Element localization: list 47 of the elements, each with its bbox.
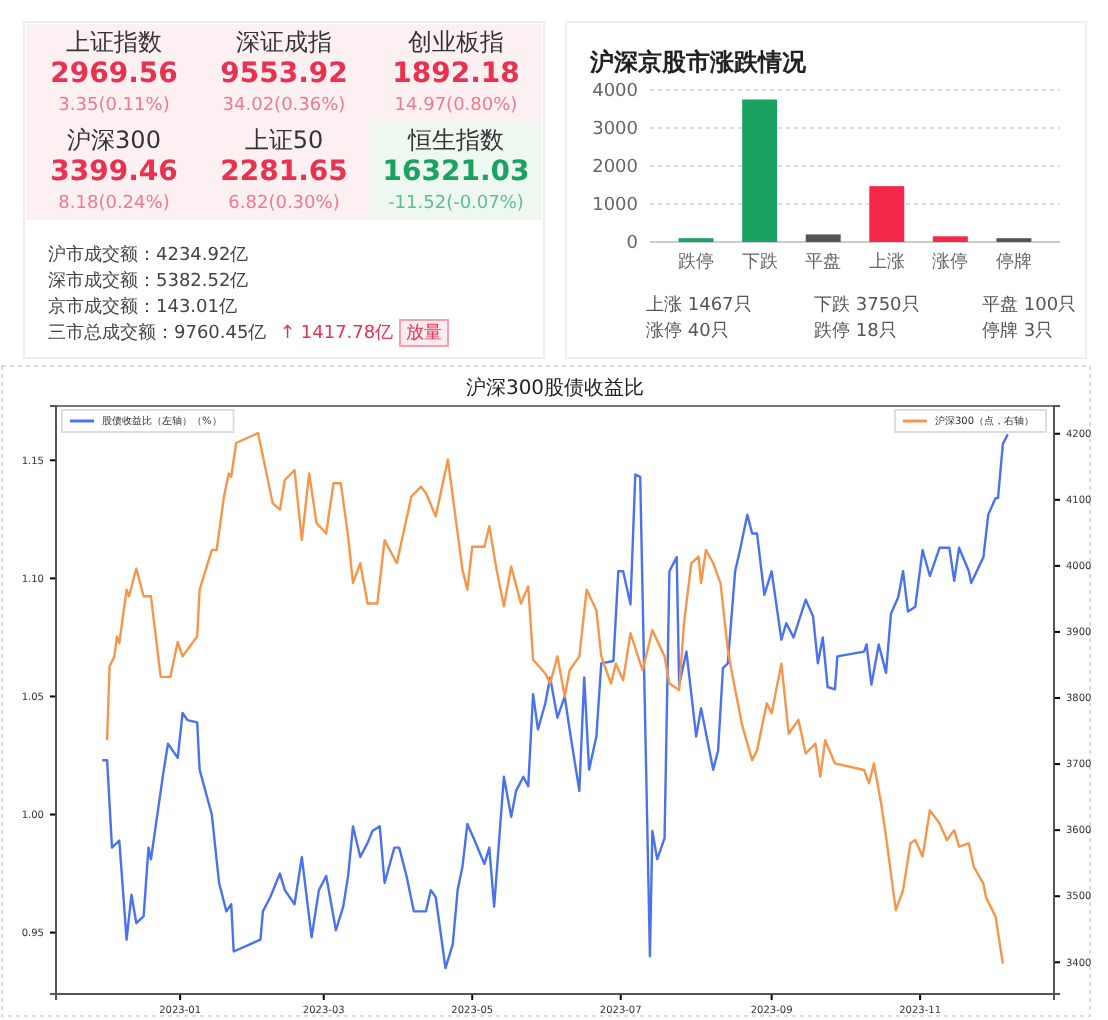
bar [869, 186, 905, 242]
x-tick-label: 上涨 [868, 250, 905, 273]
text: 上涨 1467只 [646, 294, 752, 316]
text: 14.97(0.80%) [394, 96, 518, 116]
x-tick-label: 停牌 [995, 250, 1032, 273]
text: 1892.18 [392, 58, 520, 90]
text: 平盘 100只 [982, 294, 1077, 316]
category-label: 恒生指数 [406, 126, 504, 154]
text: 下跌 3750只 [814, 294, 920, 316]
text: 跌停 18只 [814, 320, 897, 342]
text: 2969.56 [50, 58, 178, 90]
text: 3.35(0.11%) [58, 96, 170, 116]
category-label: 创业板指 [408, 28, 504, 56]
x-tick-label: 跌停 [678, 250, 715, 273]
chart-title: 沪深京股市涨跌情况 [588, 48, 808, 76]
text: 16321.03 [382, 156, 530, 188]
category-label: 上证指数 [66, 28, 162, 56]
x-tick-label: 平盘 [805, 250, 842, 273]
text: 6.82(0.30%) [228, 194, 340, 214]
text: 涨停 40只 [646, 320, 729, 342]
text: 京市成交额：143.01亿 [48, 296, 237, 318]
text: 34.02(0.36%) [222, 96, 346, 116]
y-tick-label: 2000 [592, 157, 639, 178]
text: -11.52(-0.07%) [388, 194, 524, 214]
y-tick-label: 4000 [592, 81, 639, 102]
category-label: 上证50 [244, 126, 324, 154]
text: ↑ 1417.78亿 [280, 322, 394, 344]
text: 停牌 3只 [982, 320, 1054, 342]
bar [932, 236, 968, 242]
category-label: 深证成指 [236, 28, 332, 56]
chart-title: 沪深300股债收益比 [465, 376, 645, 400]
text: 8.18(0.24%) [58, 194, 170, 214]
bar [742, 99, 778, 242]
text: 沪市成交额：4234.92亿 [48, 244, 249, 266]
text: 放量 [406, 322, 442, 344]
text: 三市总成交额：9760.45亿 [48, 322, 267, 344]
text: 3399.46 [50, 156, 178, 188]
category-label: 沪深300 [67, 126, 161, 154]
y-tick-label: 3000 [592, 119, 639, 140]
text: 9553.92 [220, 58, 348, 90]
text: 深市成交额：5382.52亿 [48, 270, 249, 292]
y-tick-label: 1000 [592, 195, 639, 216]
bar [805, 234, 841, 242]
text: 2281.65 [220, 156, 348, 188]
y-tick-label: 0 [626, 233, 639, 254]
x-tick-label: 涨停 [932, 250, 969, 273]
x-tick-label: 下跌 [741, 250, 778, 273]
